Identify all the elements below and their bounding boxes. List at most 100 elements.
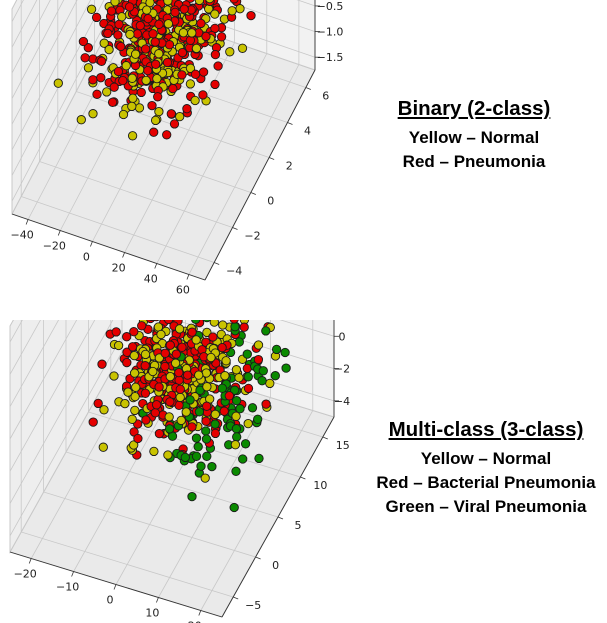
z-gridline (11, 0, 316, 176)
scatter-point (191, 433, 202, 443)
scatter-point (78, 36, 89, 47)
scatter-point (148, 366, 158, 377)
scatter-point (125, 29, 135, 40)
scatter-point (210, 409, 220, 420)
scatter-point (185, 395, 195, 405)
scatter-point (221, 356, 231, 366)
scatter-point (185, 79, 196, 89)
binary-3d-scatter-plot: −40−200204060−4−20246−1.5−1.0−0.50.00.51… (0, 0, 372, 300)
scatter-point (104, 44, 114, 55)
x-tick-label: −10 (56, 581, 79, 594)
y-tick-label: −4 (226, 265, 242, 278)
y-tick-label: 5 (295, 519, 302, 532)
scatter-point (198, 90, 208, 100)
x-gridline (188, 0, 300, 275)
scatter-point (91, 12, 102, 23)
scatter-point (165, 371, 175, 382)
x-tick-label: −20 (14, 568, 37, 581)
y-tick-mark (269, 157, 275, 160)
scatter-point (175, 392, 185, 403)
scatter-point (88, 109, 98, 119)
scatter-point (231, 411, 241, 421)
scatter-point (191, 43, 202, 54)
scatter-point (265, 378, 275, 389)
scatter-point (150, 37, 160, 47)
scatter-point (124, 2, 135, 12)
scatter-point (187, 422, 197, 432)
scatter-point (240, 439, 251, 449)
scatter-point (177, 70, 187, 80)
scatter-point (234, 337, 244, 347)
scatter-point (210, 9, 220, 19)
scatter-point (217, 342, 227, 353)
multiclass-legend: Multi-class (3-class) Yellow – Normal Re… (365, 418, 607, 519)
scatter-point (242, 349, 252, 359)
scatter-point (210, 428, 221, 439)
x-tick-mark (122, 252, 125, 258)
scatter-point (191, 335, 201, 345)
scatter-point (253, 354, 264, 365)
scatter-point (116, 41, 126, 52)
scatter-point (216, 32, 227, 42)
scatter-point (202, 382, 212, 392)
z-gridline (9, 320, 335, 472)
scatter-point (136, 87, 146, 98)
x-tick-label: 60 (176, 284, 190, 297)
x-tick-label: −20 (43, 240, 66, 253)
scatter-point (171, 349, 181, 359)
x-tick-mark (186, 274, 190, 280)
scatter-point (201, 31, 211, 42)
binary-legend-pneumonia: Red – Pneumonia (402, 152, 546, 171)
scatter-point (178, 28, 189, 38)
scatter-point (122, 357, 132, 368)
scatter-point (80, 53, 90, 63)
scatter-point (181, 407, 191, 417)
scatter-point (191, 451, 202, 461)
z-tick-label: −4 (334, 395, 350, 408)
scatter-point (106, 6, 117, 16)
scatter-point (96, 73, 106, 83)
scatter-point (148, 320, 155, 321)
scatter-point (140, 44, 151, 54)
y-tick-mark (232, 227, 238, 230)
z-gridline (9, 320, 78, 440)
scatter-point (243, 418, 253, 429)
x-tick-mark (71, 571, 74, 577)
scatter-point (121, 61, 131, 71)
scatter-point (113, 66, 124, 77)
scatter-point (217, 383, 227, 393)
y-tick-label: 15 (336, 439, 350, 452)
scatter-point (127, 414, 137, 424)
y-tick-label: 6 (322, 90, 329, 103)
scatter-point (99, 405, 109, 415)
scatter-point (175, 111, 185, 122)
z-gridline (11, 0, 51, 74)
y-tick-label: 4 (304, 125, 311, 138)
y-gridline (110, 320, 323, 438)
scatter-point (207, 461, 217, 472)
scatter-point (150, 408, 160, 418)
z-tick-label: −2 (334, 363, 350, 376)
scatter-point (143, 13, 153, 24)
binary-legend-title: Binary (2-class) (397, 97, 551, 120)
scatter-point (163, 450, 173, 460)
scatter-point (165, 340, 175, 350)
x-axis-line (11, 213, 206, 281)
scatter-point (237, 43, 248, 53)
scatter-point (148, 29, 158, 39)
scatter-point (225, 47, 235, 57)
scatter-point (261, 326, 271, 336)
scatter-point (201, 416, 211, 426)
scatter-point (232, 432, 242, 442)
scatter-point (191, 320, 201, 324)
scatter-point (130, 49, 141, 59)
scatter-point (175, 384, 185, 394)
scatter-point (103, 28, 113, 39)
scatter-point (109, 371, 119, 381)
x-tick-label: −40 (10, 229, 33, 242)
scatter-point (235, 404, 245, 414)
y-tick-label: 2 (286, 160, 293, 173)
scatter-point (194, 0, 205, 6)
scatter-point (162, 130, 172, 140)
x-gridline (158, 320, 271, 598)
